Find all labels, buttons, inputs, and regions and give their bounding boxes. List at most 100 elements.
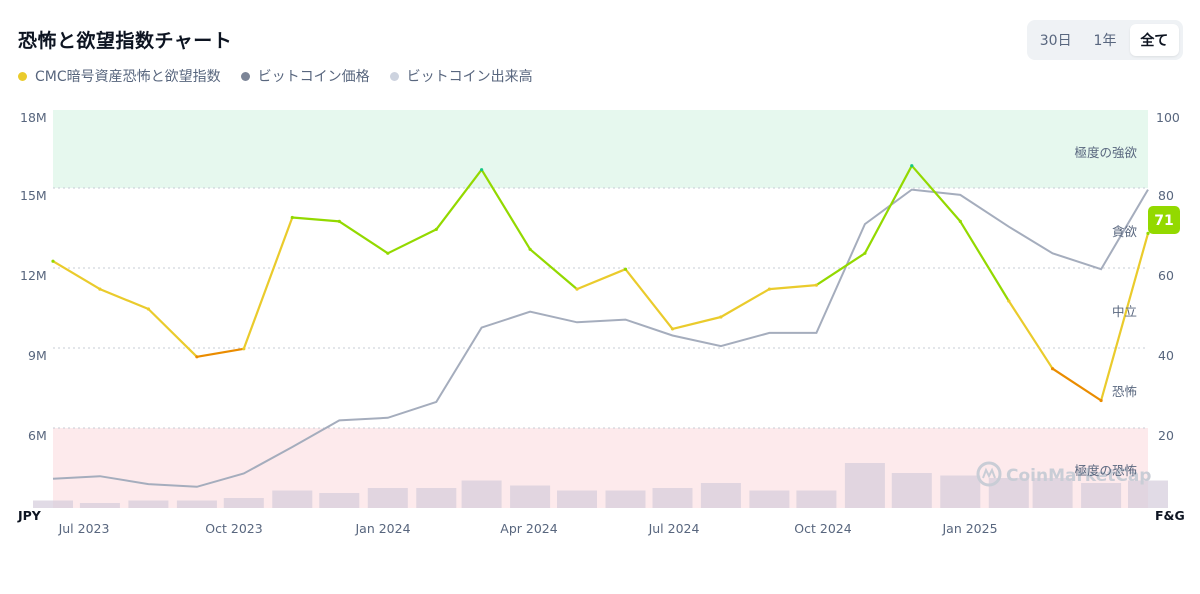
fear-greed-segment: [719, 288, 771, 319]
fear-greed-segment: [768, 284, 818, 291]
legend-label: ビットコイン出来高: [406, 69, 533, 85]
x-tick: Jan 2024: [354, 521, 410, 536]
volume-series: [33, 463, 1168, 508]
range-1y-button[interactable]: 1年: [1093, 33, 1117, 49]
fear-greed-segment: [195, 347, 245, 358]
fear-greed-point: [623, 267, 628, 271]
volume-bar: [749, 490, 790, 508]
volume-bar: [367, 488, 408, 508]
fear-greed-point: [528, 247, 532, 251]
zone-label-extreme-greed: 極度の強欲: [1074, 145, 1137, 160]
volume-bar: [79, 503, 120, 508]
fear-greed-segment: [624, 268, 674, 330]
fear-greed-point: [910, 164, 914, 168]
volume-bar: [844, 463, 885, 508]
x-tick: Oct 2024: [794, 521, 851, 536]
fear-greed-segment: [98, 288, 150, 311]
y-left-tick: 6M: [28, 428, 47, 443]
fear-greed-point: [290, 215, 294, 220]
fear-greed-segment: [242, 216, 294, 350]
volume-bar: [223, 498, 264, 508]
fear-greed-segment: [386, 228, 438, 255]
fear-greed-point: [195, 355, 199, 359]
legend-dot-icon: [240, 71, 250, 81]
fear-greed-point: [337, 219, 341, 223]
y-left-tick: 9M: [28, 348, 47, 363]
y-left-tick: 12M: [20, 268, 47, 283]
y-left-unit-label: JPY: [17, 508, 42, 523]
price-line: [52, 188, 1149, 488]
y-left-tick: 15M: [20, 188, 47, 203]
fear-greed-point: [51, 259, 55, 263]
y-left-tick: 18M: [20, 110, 47, 125]
fear-greed-point: [434, 227, 438, 231]
fear-greed-segment: [1051, 367, 1103, 402]
volume-bar: [1128, 480, 1168, 508]
fear-greed-point: [958, 219, 962, 223]
volume-bar: [796, 490, 837, 508]
fear-greed-segment: [959, 220, 1010, 303]
range-selector: 30日 1年 全て: [1027, 20, 1183, 60]
range-all-button[interactable]: 全て: [1129, 24, 1179, 56]
range-30d-button[interactable]: 30日: [1039, 33, 1072, 49]
legend-dot-icon: [389, 71, 399, 81]
fear-greed-point: [1051, 367, 1055, 371]
zone-label-extreme-fear: 極度の恐怖: [1074, 463, 1137, 478]
fear-greed-point: [98, 287, 102, 291]
fear-greed-point: [1099, 398, 1103, 403]
fear-greed-segment: [435, 168, 483, 231]
watermark-text: CoinMarketCap: [1006, 466, 1151, 486]
volume-bar: [940, 475, 981, 508]
volume-bar: [652, 488, 693, 508]
fear-greed-segment: [480, 168, 532, 251]
zone-band-extreme-fear: [53, 428, 1148, 508]
legend-item-fear-greed[interactable]: CMC暗号資産恐怖と欲望指数: [18, 66, 221, 86]
volume-bar: [1081, 483, 1122, 508]
fear-greed-segment: [51, 260, 102, 291]
legend-label: ビットコイン価格: [257, 69, 370, 85]
fear-greed-point: [1007, 299, 1011, 303]
current-value-badge-bg: [1148, 206, 1180, 234]
fear-greed-segment: [910, 164, 962, 223]
fear-greed-point: [575, 287, 579, 291]
y-right-tick: 20: [1158, 428, 1174, 443]
coinmarketcap-logo-icon: [976, 461, 1002, 487]
volume-bar: [557, 490, 597, 508]
x-tick: Apr 2024: [500, 521, 557, 536]
fear-greed-segment: [338, 220, 389, 255]
y-right-tick: 40: [1158, 348, 1174, 363]
fear-greed-point: [719, 315, 723, 319]
legend-label: CMC暗号資産恐怖と欲望指数: [35, 69, 221, 85]
volume-bar: [319, 493, 360, 508]
fear-greed-point: [480, 168, 484, 172]
fear-greed-point: [242, 347, 246, 351]
x-tick: Oct 2023: [205, 521, 262, 536]
legend-item-btc-volume[interactable]: ビットコイン出来高: [389, 66, 533, 86]
gridlines: [53, 187, 1148, 429]
fear-greed-point: [146, 307, 150, 311]
y-right-tick: 60: [1158, 268, 1174, 283]
fear-greed-segment: [291, 216, 341, 223]
fear-greed-point: [1146, 231, 1150, 235]
fear-greed-segment: [863, 164, 913, 255]
volume-bar: [891, 473, 932, 508]
fear-greed-segment: [147, 307, 198, 358]
current-value-badge: 71: [1148, 206, 1180, 234]
volume-bar: [605, 490, 646, 508]
fear-greed-segment: [815, 252, 867, 287]
fear-greed-segment: [528, 248, 579, 291]
fear-greed-segment: [1099, 232, 1150, 402]
volume-bar: [176, 500, 217, 508]
volume-bar: [1032, 478, 1073, 508]
fear-greed-point: [386, 251, 390, 255]
x-tick: Jul 2023: [58, 521, 110, 536]
fear-greed-series: [51, 164, 1150, 403]
legend-item-btc-price[interactable]: ビットコイン価格: [240, 66, 370, 86]
page-title: 恐怖と欲望指数チャート: [18, 30, 233, 52]
x-tick: Jul 2024: [648, 521, 700, 536]
volume-bar: [272, 490, 313, 508]
current-value-text: 71: [1154, 213, 1173, 229]
y-right-unit-label: F&G: [1155, 508, 1185, 523]
fear-greed-point: [814, 283, 819, 287]
